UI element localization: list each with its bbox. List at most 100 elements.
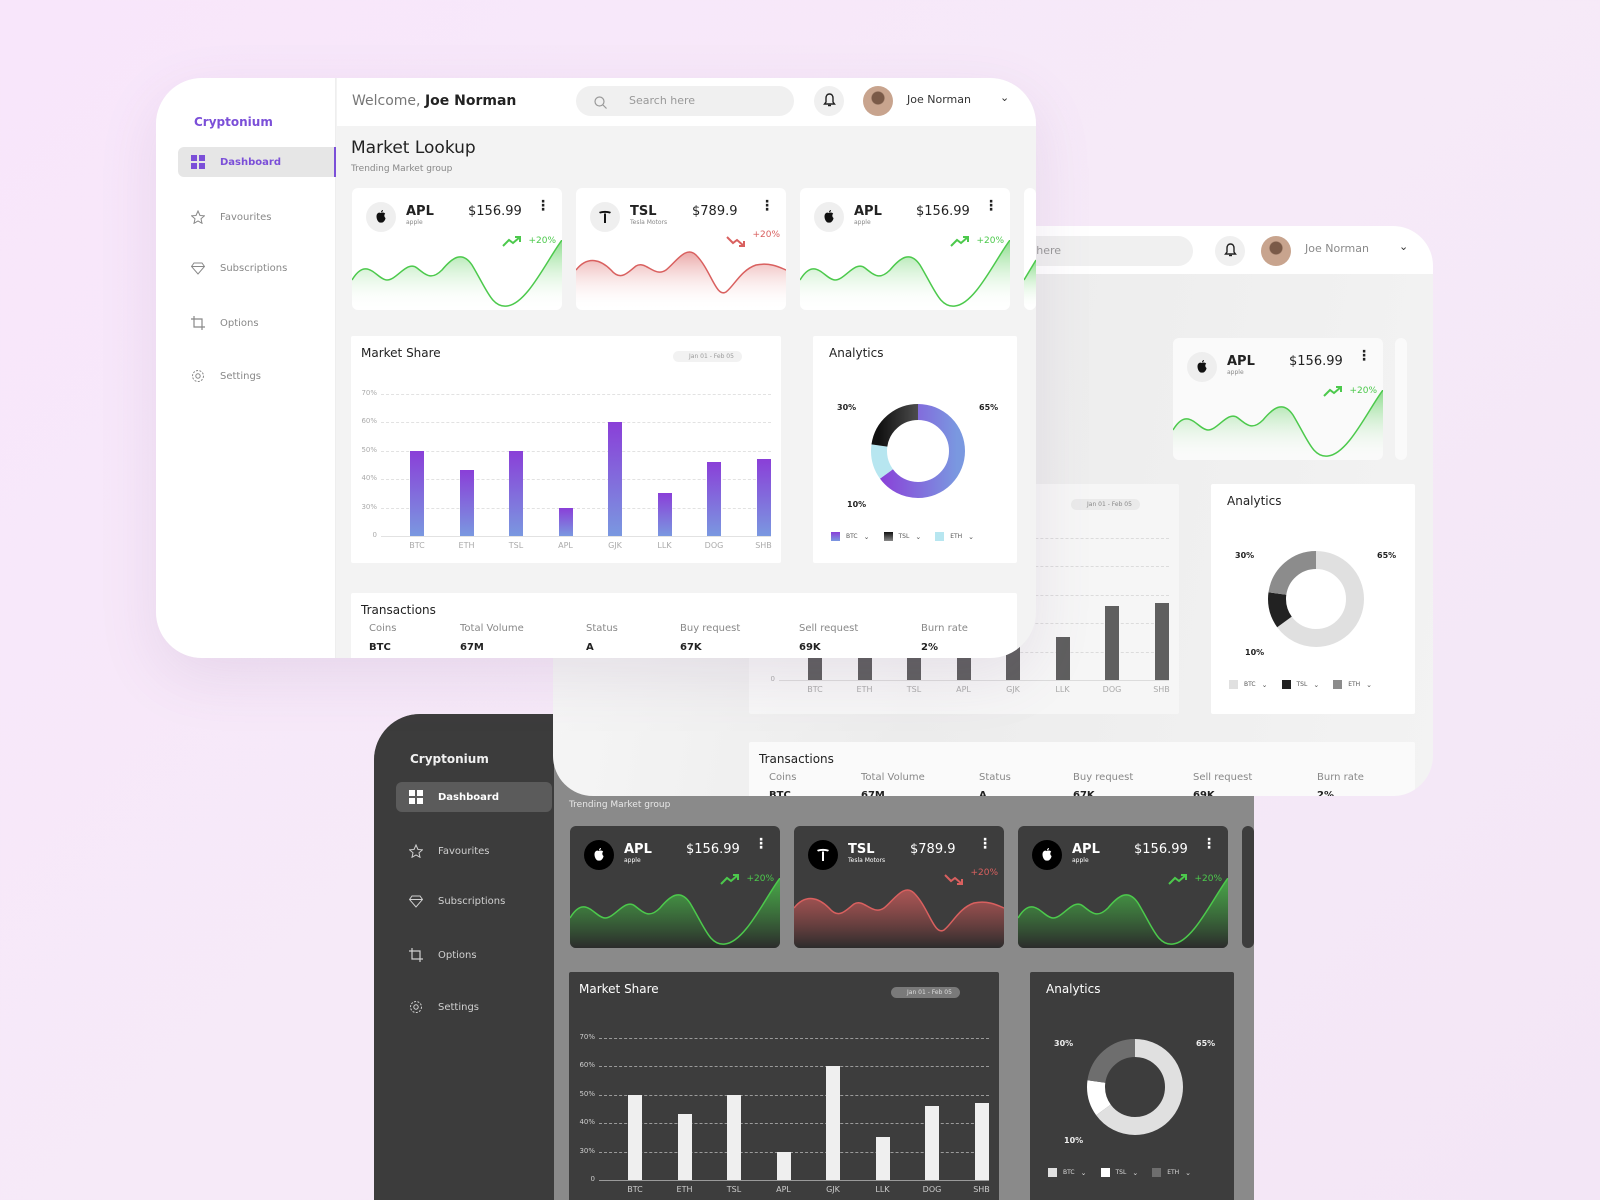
bar-dog[interactable] bbox=[1105, 605, 1119, 680]
user-name[interactable]: Joe Norman bbox=[907, 93, 971, 106]
market-card-apl[interactable]: APL apple $156.99 ⋮ +20% bbox=[352, 188, 562, 310]
bar-llk[interactable] bbox=[875, 1137, 890, 1180]
notification-button[interactable] bbox=[1215, 236, 1245, 266]
chevron-down-icon[interactable]: ⌄ bbox=[1399, 240, 1409, 253]
column-header[interactable]: Coins bbox=[369, 623, 397, 634]
search-input[interactable]: Search here bbox=[629, 94, 696, 107]
bar-tsl[interactable] bbox=[727, 1094, 741, 1180]
bar-eth[interactable] bbox=[459, 470, 474, 536]
chevron-down-icon[interactable]: ⌄ bbox=[968, 532, 975, 541]
more-options-icon[interactable]: ⋮ bbox=[760, 198, 774, 214]
market-card-partial[interactable] bbox=[1242, 826, 1254, 948]
chevron-down-icon[interactable]: ⌄ bbox=[1185, 1168, 1192, 1177]
y-tick-label: 0 bbox=[372, 531, 377, 539]
column-header[interactable]: Sell request bbox=[1193, 772, 1253, 783]
sidebar-item-settings[interactable]: Settings bbox=[396, 992, 552, 1022]
chevron-down-icon[interactable]: ⌄ bbox=[863, 532, 870, 541]
legend-label: TSL bbox=[898, 533, 910, 540]
sidebar-item-dashboard[interactable]: Dashboard bbox=[178, 147, 336, 177]
date-range-picker[interactable]: Jan 01 - Feb 05 bbox=[891, 987, 960, 998]
column-header[interactable]: Status bbox=[979, 772, 1011, 783]
bar-tsl[interactable] bbox=[509, 450, 523, 536]
market-card-tsl[interactable]: TSL Tesla Motors $789.9 ⋮ +20% bbox=[794, 826, 1004, 948]
bar-llk[interactable] bbox=[657, 493, 672, 536]
date-range-picker[interactable]: Jan 01 - Feb 05 bbox=[673, 351, 742, 362]
avatar[interactable] bbox=[1261, 236, 1291, 266]
column-header[interactable]: Buy request bbox=[680, 623, 741, 634]
sidebar-item-options[interactable]: Options bbox=[396, 940, 552, 970]
bar-btc[interactable] bbox=[628, 1094, 642, 1180]
pct-label: 30% bbox=[1054, 1039, 1074, 1048]
bar-dog[interactable] bbox=[925, 1105, 939, 1180]
chevron-down-icon[interactable]: ⌄ bbox=[1313, 680, 1320, 689]
bar-shb[interactable] bbox=[756, 459, 771, 536]
chevron-down-icon[interactable]: ⌄ bbox=[1366, 680, 1373, 689]
chevron-down-icon[interactable]: ⌄ bbox=[1000, 91, 1010, 104]
chevron-down-icon[interactable]: ⌄ bbox=[915, 532, 922, 541]
bar-apl[interactable] bbox=[956, 652, 971, 680]
x-tick-label: ETH bbox=[458, 541, 475, 550]
price: $156.99 bbox=[1289, 354, 1343, 369]
star-icon bbox=[408, 843, 424, 859]
more-options-icon[interactable]: ⋮ bbox=[978, 836, 992, 852]
market-card-apl[interactable]: APL apple $156.99 ⋮ +20% bbox=[1173, 338, 1383, 460]
user-name[interactable]: Joe Norman bbox=[1305, 242, 1369, 255]
bar-shb[interactable] bbox=[974, 1103, 989, 1180]
more-options-icon[interactable]: ⋮ bbox=[984, 198, 998, 214]
sidebar-item-dashboard[interactable]: Dashboard bbox=[396, 782, 552, 812]
sidebar-item-subscriptions[interactable]: Subscriptions bbox=[178, 253, 334, 283]
x-tick-label: ETH bbox=[856, 685, 873, 694]
more-options-icon[interactable]: ⋮ bbox=[536, 198, 550, 214]
column-header[interactable]: Total Volume bbox=[460, 623, 524, 634]
column-header[interactable]: Total Volume bbox=[861, 772, 925, 783]
market-card-partial[interactable] bbox=[1024, 188, 1036, 310]
x-tick-label: DOG bbox=[704, 541, 724, 550]
sidebar-item-label: Options bbox=[220, 317, 259, 329]
bar-apl[interactable] bbox=[776, 1152, 791, 1180]
avatar[interactable] bbox=[863, 86, 893, 116]
bar-gjk[interactable] bbox=[826, 1066, 840, 1180]
y-tick-label: 40% bbox=[361, 474, 377, 482]
market-card-apl-2[interactable]: APL apple $156.99 ⋮ +20% bbox=[800, 188, 1010, 310]
bar-shb[interactable] bbox=[1154, 603, 1169, 680]
x-tick-label: APL bbox=[776, 1185, 791, 1194]
sparkline-chart bbox=[1024, 259, 1036, 310]
column-header[interactable]: Sell request bbox=[799, 623, 859, 634]
bar-apl[interactable] bbox=[558, 508, 573, 536]
pct-label: 30% bbox=[1235, 551, 1255, 560]
column-header[interactable]: Coins bbox=[769, 772, 797, 783]
bar-gjk[interactable] bbox=[608, 422, 622, 536]
sidebar-item-settings[interactable]: Settings bbox=[178, 361, 334, 391]
legend-swatch bbox=[831, 532, 840, 541]
bar-llk[interactable] bbox=[1055, 637, 1070, 680]
chevron-down-icon[interactable]: ⌄ bbox=[1132, 1168, 1139, 1177]
more-options-icon[interactable]: ⋮ bbox=[754, 836, 768, 852]
bar-btc[interactable] bbox=[410, 450, 424, 536]
chevron-down-icon[interactable]: ⌄ bbox=[1261, 680, 1268, 689]
sidebar-item-favourites[interactable]: Favourites bbox=[396, 836, 552, 866]
chevron-down-icon[interactable]: ⌄ bbox=[1080, 1168, 1087, 1177]
sidebar-item-options[interactable]: Options bbox=[178, 308, 334, 338]
apple-icon bbox=[584, 840, 614, 870]
market-card-apl[interactable]: APL apple $156.99 ⋮ +20% bbox=[570, 826, 780, 948]
more-options-icon[interactable]: ⋮ bbox=[1357, 348, 1371, 364]
x-tick-label: BTC bbox=[409, 541, 425, 550]
date-range-picker[interactable]: Jan 01 - Feb 05 bbox=[1071, 499, 1140, 510]
more-options-icon[interactable]: ⋮ bbox=[1202, 836, 1216, 852]
column-header[interactable]: Burn rate bbox=[921, 623, 968, 634]
tesla-icon bbox=[808, 840, 838, 870]
column-header[interactable]: Status bbox=[586, 623, 618, 634]
search-bar[interactable]: Search here bbox=[576, 86, 794, 116]
legend-label: BTC bbox=[846, 533, 858, 540]
sidebar-item-label: Settings bbox=[438, 1001, 480, 1013]
notification-button[interactable] bbox=[814, 86, 844, 116]
sidebar-item-favourites[interactable]: Favourites bbox=[178, 202, 334, 232]
market-card-tsl[interactable]: TSL Tesla Motors $789.9 ⋮ +20% bbox=[576, 188, 786, 310]
bar-dog[interactable] bbox=[707, 461, 721, 536]
column-header[interactable]: Buy request bbox=[1073, 772, 1134, 783]
sidebar-item-subscriptions[interactable]: Subscriptions bbox=[396, 886, 552, 916]
column-header[interactable]: Burn rate bbox=[1317, 772, 1364, 783]
bar-eth[interactable] bbox=[677, 1114, 692, 1180]
market-card-apl-2[interactable]: APL apple $156.99 ⋮ +20% bbox=[1018, 826, 1228, 948]
market-card-partial[interactable] bbox=[1395, 338, 1407, 460]
